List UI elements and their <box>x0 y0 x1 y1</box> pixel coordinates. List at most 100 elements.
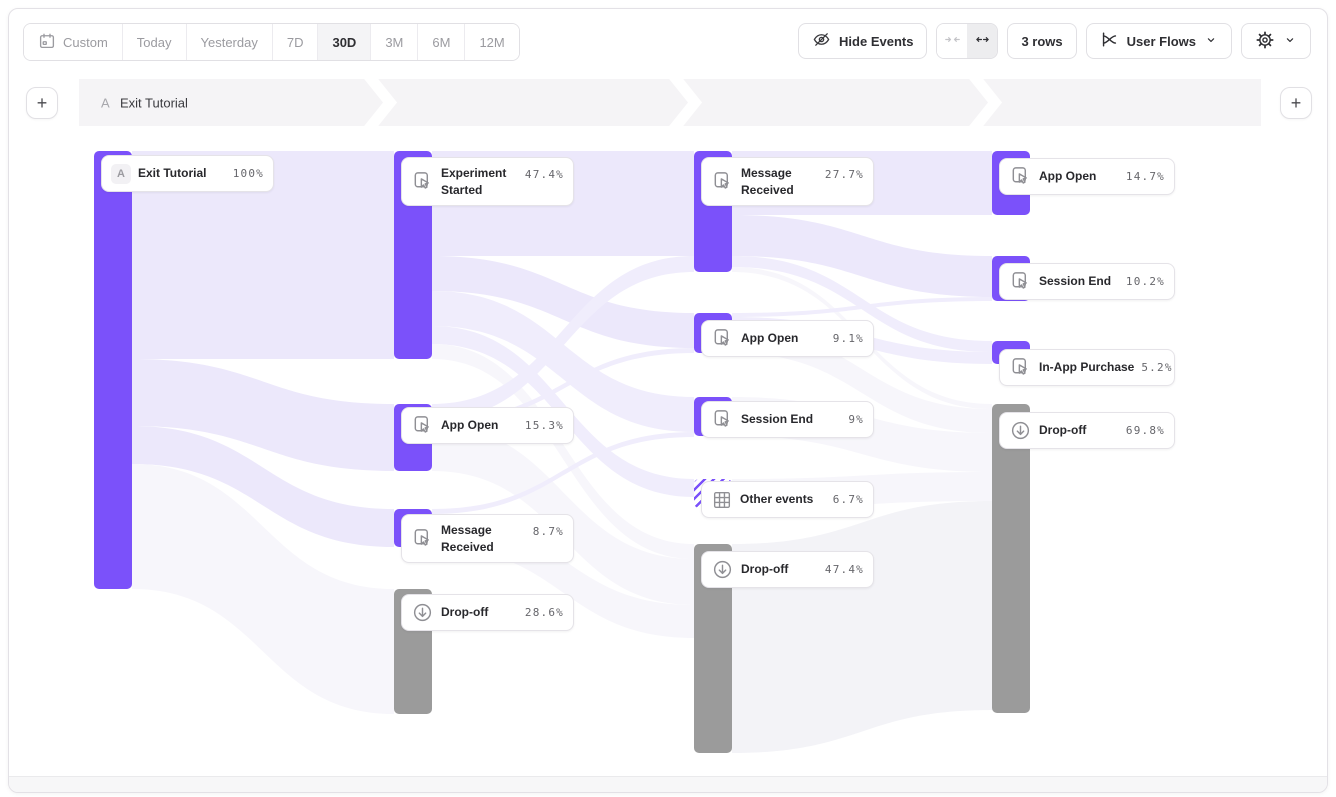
flow-node-in-app-purchase[interactable]: In-App Purchase 5.2% <box>999 349 1175 386</box>
node-value: 69.8% <box>1125 424 1165 437</box>
expand-width-button[interactable] <box>967 24 998 58</box>
flow-node-drop-off[interactable]: Drop-off 69.8% <box>999 412 1175 449</box>
footer-strip <box>9 776 1327 792</box>
rows-label: 3 rows <box>1021 33 1063 49</box>
node-label: In-App Purchase <box>1039 360 1135 375</box>
node-value: 14.7% <box>1125 170 1165 183</box>
dropoff-icon <box>1009 419 1032 442</box>
node-value: 10.2% <box>1125 275 1165 288</box>
toolbar: Custom Today Yesterday 7D 30D 3M 6M 12M Hide Ev… <box>23 23 1311 61</box>
date-range-6m[interactable]: 6M <box>418 24 466 60</box>
date-range-label: Today <box>136 34 172 50</box>
flow-ribbon <box>732 297 992 317</box>
flow-bar-exit-tutorial[interactable] <box>94 151 132 589</box>
flow-band[interactable]: A Exit Tutorial <box>79 79 1261 126</box>
chevron-down-icon <box>1283 33 1297 50</box>
event-icon <box>1009 356 1032 379</box>
node-value: 15.3% <box>524 419 564 432</box>
node-value: 28.6% <box>524 606 564 619</box>
node-value: 47.4% <box>524 168 564 181</box>
flow-node-other-events[interactable]: Other events 6.7% <box>701 481 874 518</box>
toolbar-right: Hide Events <box>798 23 1311 59</box>
arrows-expand-icon <box>974 31 991 51</box>
flow-chart-icon <box>1100 30 1119 52</box>
event-icon <box>711 170 734 193</box>
collapse-width-button[interactable] <box>937 24 968 58</box>
flow-node-message-received[interactable]: Message Received 27.7% <box>701 157 874 206</box>
width-toggle-control <box>936 23 999 59</box>
rows-button[interactable]: 3 rows <box>1007 23 1077 59</box>
node-badge: A <box>111 163 131 184</box>
node-label: Drop-off <box>1039 423 1087 438</box>
add-step-left-button[interactable]: + <box>26 87 58 119</box>
date-range-label: 6M <box>432 34 451 50</box>
grid-icon <box>711 489 733 511</box>
flow-ribbon <box>732 215 992 297</box>
flow-ribbon <box>132 426 394 547</box>
eye-off-icon <box>812 30 831 52</box>
node-label: Message Received <box>741 166 794 197</box>
node-value: 6.7% <box>832 493 864 506</box>
flow-ribbon <box>132 151 394 359</box>
node-label: Experiment Started <box>441 166 507 197</box>
event-icon <box>711 327 734 350</box>
node-label: Drop-off <box>441 605 489 620</box>
flow-band-chevrons <box>364 79 1003 126</box>
plus-icon: + <box>36 93 48 113</box>
flow-node-app-open[interactable]: App Open 14.7% <box>999 158 1175 195</box>
date-range-label: 7D <box>286 34 304 50</box>
arrows-collapse-icon <box>944 31 961 51</box>
flow-node-drop-off[interactable]: Drop-off 28.6% <box>401 594 574 631</box>
sankey-ribbons <box>132 151 992 753</box>
flow-node-app-open[interactable]: App Open 15.3% <box>401 407 574 444</box>
node-value: 8.7% <box>532 525 564 538</box>
flow-band-badge: A <box>101 95 110 110</box>
date-range-7d[interactable]: 7D <box>272 24 319 60</box>
flow-ribbon <box>432 256 694 348</box>
flow-node-experiment-started[interactable]: Experiment Started 47.4% <box>401 157 574 206</box>
flow-node-message-received[interactable]: Message Received 8.7% <box>401 514 574 563</box>
settings-button[interactable] <box>1241 23 1311 59</box>
flow-node-exit-tutorial[interactable]: A Exit Tutorial 100% <box>101 155 274 192</box>
flow-node-drop-off[interactable]: Drop-off 47.4% <box>701 551 874 588</box>
date-range-yesterday[interactable]: Yesterday <box>186 24 273 60</box>
node-label: App Open <box>441 418 499 433</box>
sankey-stage: A Exit Tutorial 100% Experiment Started 47.4… <box>9 9 1327 792</box>
flow-band-title: Exit Tutorial <box>120 95 188 110</box>
flow-ribbon <box>432 432 694 514</box>
flow-node-session-end[interactable]: Session End 9% <box>701 401 874 438</box>
add-step-right-button[interactable]: + <box>1280 87 1312 119</box>
date-range-3m[interactable]: 3M <box>371 24 419 60</box>
view-selector-label: User Flows <box>1126 33 1196 49</box>
flow-node-app-open[interactable]: App Open 9.1% <box>701 320 874 357</box>
node-label: Other events <box>740 492 814 507</box>
date-range-30d[interactable]: 30D <box>318 24 372 60</box>
event-icon <box>711 408 734 431</box>
node-label: App Open <box>1039 169 1097 184</box>
node-value: 9.1% <box>832 332 864 345</box>
date-range-today[interactable]: Today <box>122 24 187 60</box>
flow-node-session-end[interactable]: Session End 10.2% <box>999 263 1175 300</box>
node-value: 100% <box>232 167 264 180</box>
chevron-down-icon <box>1204 33 1218 50</box>
node-value: 9% <box>848 413 864 426</box>
date-range-custom[interactable]: Custom <box>24 24 123 60</box>
flow-ribbon <box>732 256 992 352</box>
view-selector-button[interactable]: User Flows <box>1085 23 1232 59</box>
app-card: A Exit Tutorial 100% Experiment Started 47.4… <box>8 8 1328 793</box>
hide-events-label: Hide Events <box>839 33 914 49</box>
date-range-control: Custom Today Yesterday 7D 30D 3M 6M 12M <box>23 23 520 61</box>
flow-ribbon <box>132 359 394 471</box>
node-label: Drop-off <box>741 562 789 577</box>
flow-ribbon <box>432 291 694 432</box>
date-range-label: Yesterday <box>200 34 258 50</box>
event-icon <box>411 414 434 437</box>
date-range-label: 12M <box>479 34 505 50</box>
dropoff-icon <box>411 601 434 624</box>
node-value: 47.4% <box>824 563 864 576</box>
node-label: App Open <box>741 331 799 346</box>
date-range-12m[interactable]: 12M <box>465 24 519 60</box>
flow-bar-drop-off[interactable] <box>992 404 1030 713</box>
date-range-label: Custom <box>63 34 108 50</box>
hide-events-button[interactable]: Hide Events <box>798 23 928 59</box>
